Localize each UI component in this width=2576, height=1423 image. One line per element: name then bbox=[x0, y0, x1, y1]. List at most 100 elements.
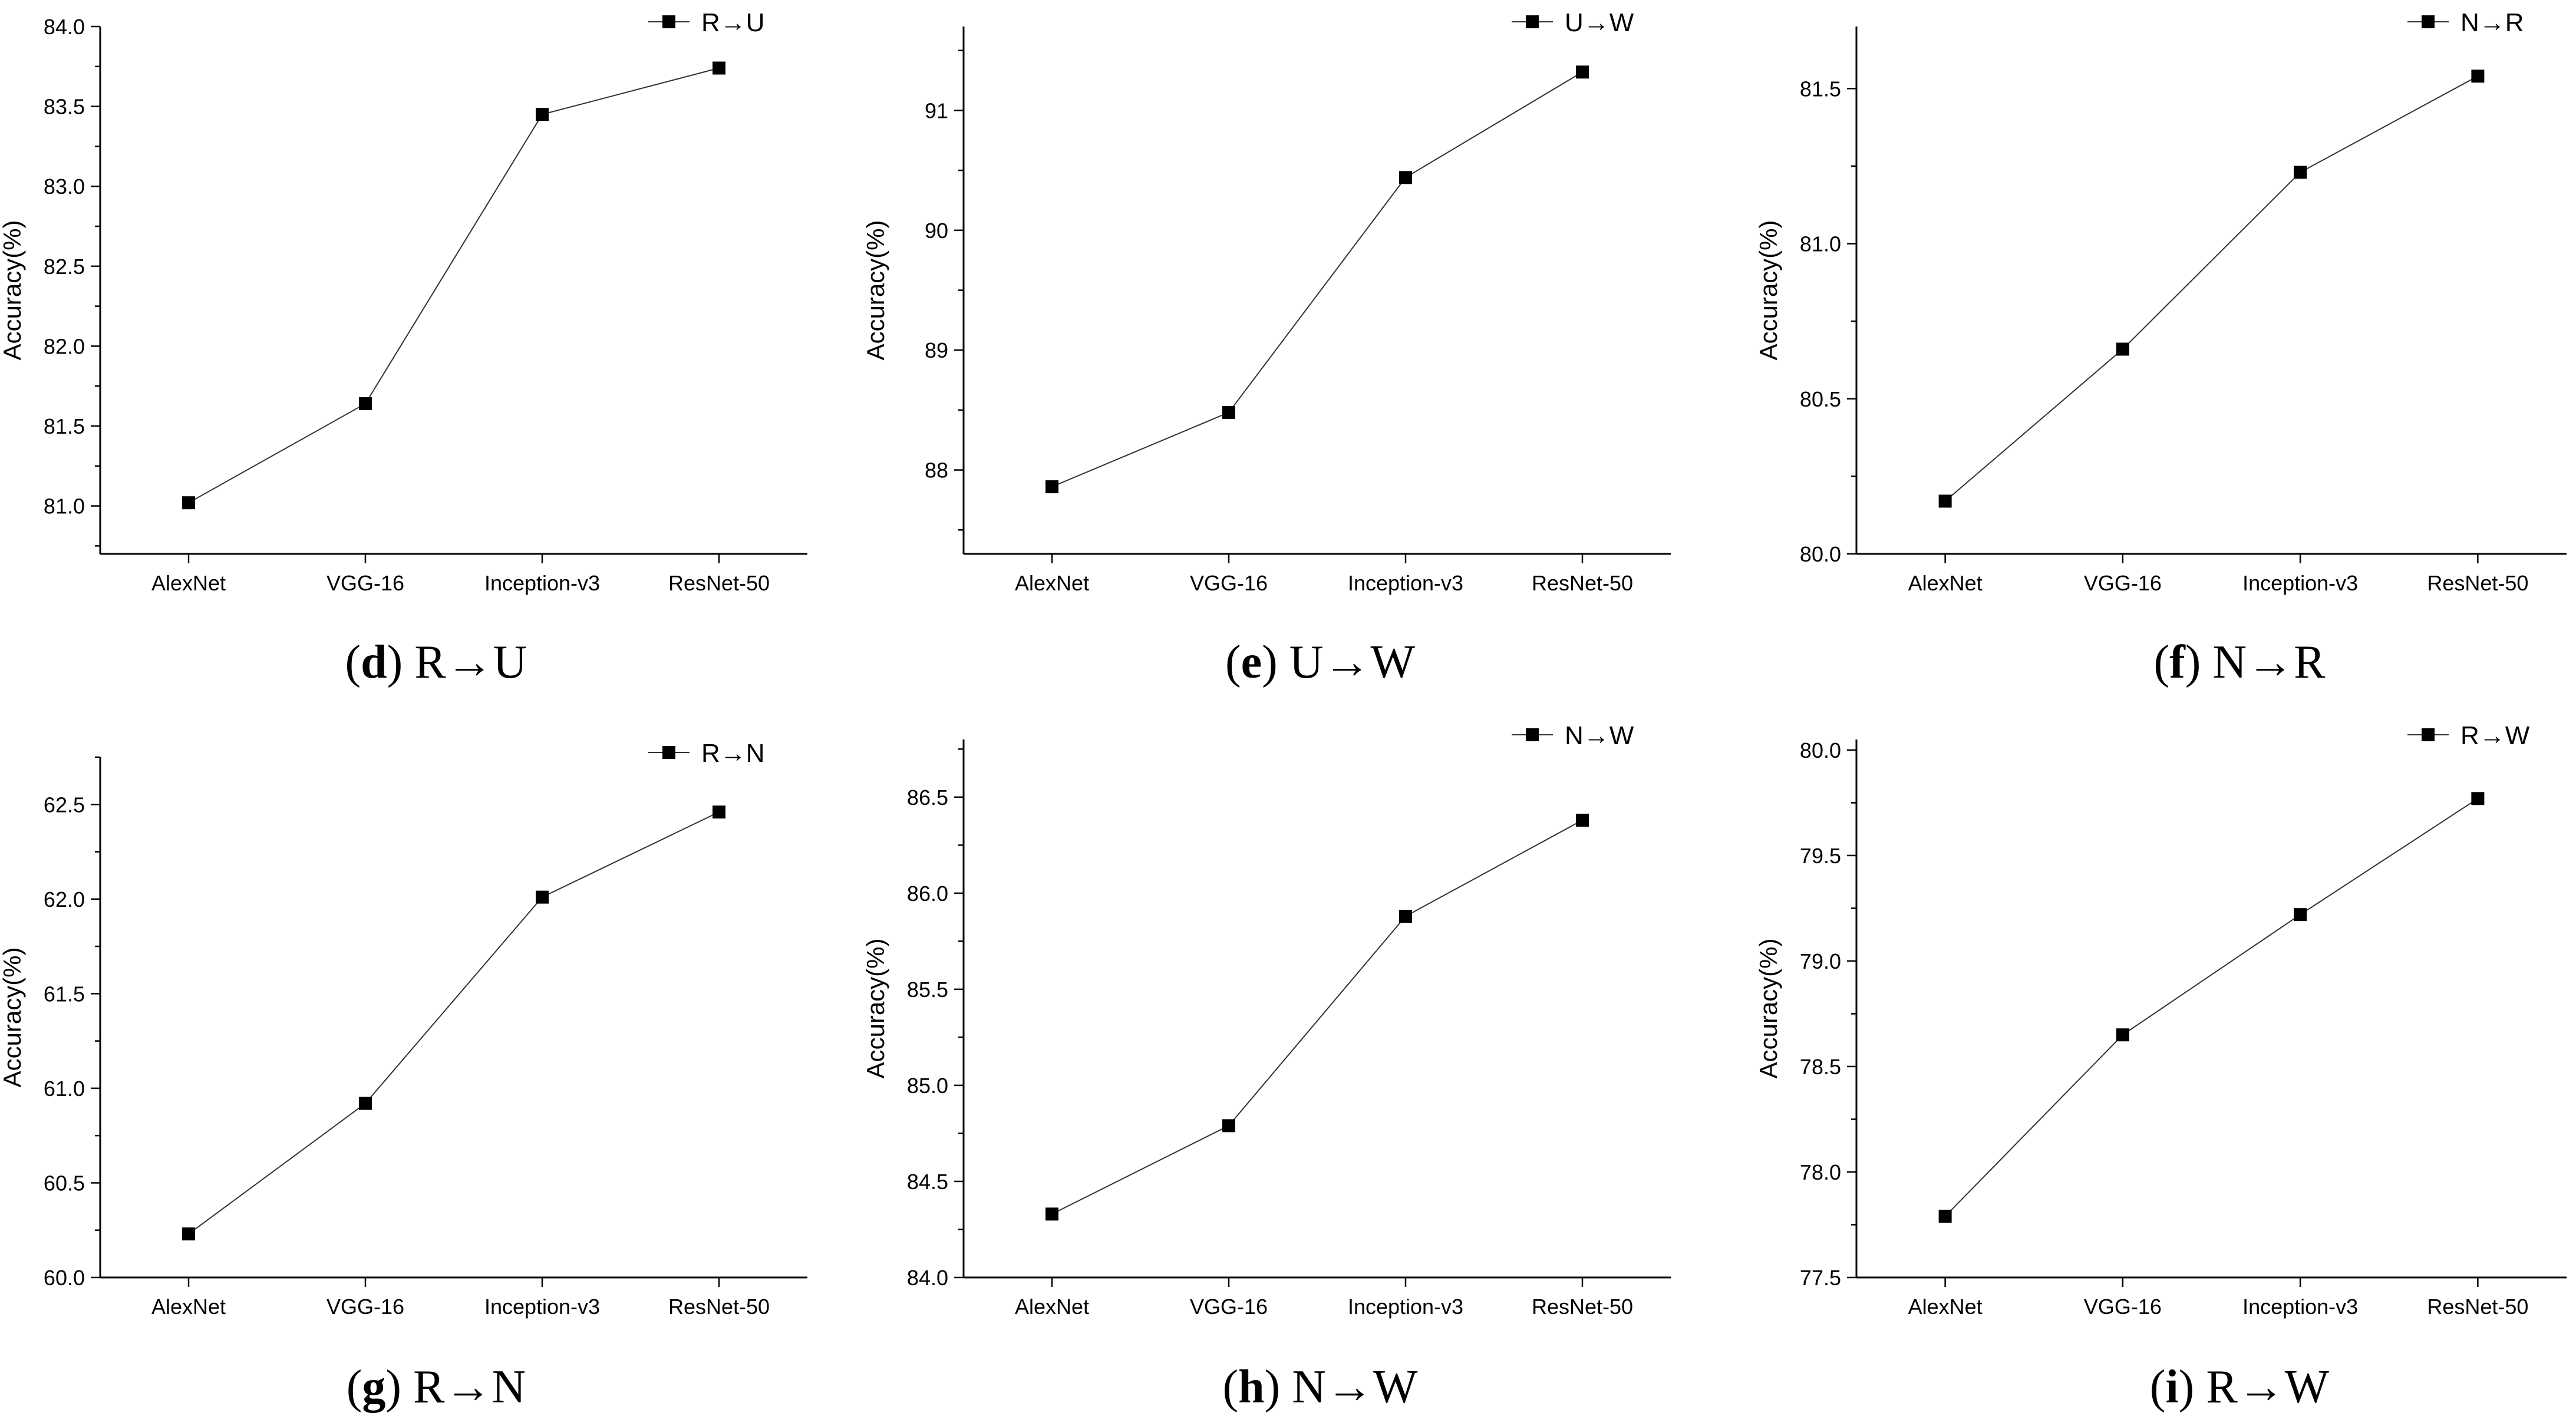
y-tick-label: 81.5 bbox=[1800, 77, 1841, 101]
legend-marker bbox=[1526, 728, 1539, 741]
x-tick-label: VGG-16 bbox=[1190, 1295, 1268, 1319]
x-tick-label: AlexNet bbox=[151, 571, 226, 595]
chart-panel-h: 84.0 84.5 85.0 85.5 86.0 86.5 AlexNet VGG-16 Inc… bbox=[862, 721, 1671, 1413]
data-point bbox=[359, 1097, 372, 1110]
data-point bbox=[2471, 70, 2485, 83]
x-tick-label: ResNet-50 bbox=[668, 571, 770, 595]
legend-marker bbox=[1526, 15, 1539, 28]
panel-caption: (g) R→N bbox=[347, 1361, 526, 1413]
y-tick-label: 86.0 bbox=[907, 881, 948, 906]
y-axis-title: Accuracy(%) bbox=[0, 220, 26, 360]
y-tick-label: 89 bbox=[925, 338, 948, 362]
y-axis-title: Accuracy(%) bbox=[862, 220, 889, 360]
x-tick-label: Inception-v3 bbox=[2242, 1295, 2358, 1319]
y-tick-label: 61.5 bbox=[44, 982, 85, 1006]
data-point bbox=[1222, 405, 1235, 419]
y-tick-label: 78.0 bbox=[1800, 1160, 1841, 1184]
data-point bbox=[2116, 1028, 2129, 1042]
legend-marker bbox=[2422, 728, 2435, 741]
x-tick-label: ResNet-50 bbox=[2427, 1295, 2528, 1319]
y-tick-label: 88 bbox=[925, 458, 948, 483]
x-tick-label: ResNet-50 bbox=[1532, 1295, 1633, 1319]
x-tick-label: VGG-16 bbox=[2084, 1295, 2162, 1319]
panel-caption: (f) N→R bbox=[2153, 636, 2326, 688]
y-tick-label: 83.5 bbox=[44, 95, 85, 119]
y-axis-title: Accuracy(%) bbox=[862, 938, 889, 1078]
data-point bbox=[2471, 792, 2485, 805]
x-tick-label: Inception-v3 bbox=[484, 1295, 600, 1319]
panel-caption: (h) N→W bbox=[1222, 1361, 1418, 1413]
data-point bbox=[182, 1227, 195, 1241]
legend-label: N→W bbox=[1565, 721, 1634, 750]
chart-panel-f: 80.0 80.5 81.0 81.5 AlexNet VGG-16 Inception-v… bbox=[1754, 8, 2567, 688]
data-point bbox=[536, 108, 549, 121]
y-tick-label: 82.0 bbox=[44, 334, 85, 358]
series-line bbox=[1944, 798, 2478, 1217]
data-point bbox=[1399, 909, 1412, 923]
data-point bbox=[1576, 813, 1589, 827]
series-line bbox=[1051, 820, 1583, 1215]
x-tick-label: VGG-16 bbox=[326, 571, 404, 595]
x-tick-label: VGG-16 bbox=[1190, 571, 1268, 595]
y-tick-label: 79.0 bbox=[1800, 949, 1841, 973]
y-axis-title: Accuracy(%) bbox=[1754, 938, 1782, 1078]
panel-caption: (d) R→U bbox=[345, 636, 527, 688]
y-tick-label: 84.0 bbox=[907, 1266, 948, 1290]
legend-label: U→W bbox=[1565, 8, 1634, 37]
y-tick-label: 84.5 bbox=[907, 1170, 948, 1194]
x-tick-label: ResNet-50 bbox=[668, 1295, 770, 1319]
y-tick-label: 62.0 bbox=[44, 887, 85, 912]
series-line bbox=[188, 67, 720, 504]
legend-label: N→R bbox=[2460, 8, 2524, 37]
y-tick-label: 79.5 bbox=[1800, 844, 1841, 868]
x-tick-label: ResNet-50 bbox=[1532, 571, 1633, 595]
y-tick-label: 86.5 bbox=[907, 785, 948, 810]
data-point bbox=[182, 496, 195, 510]
y-tick-label: 81.0 bbox=[1800, 232, 1841, 256]
y-tick-label: 81.5 bbox=[44, 414, 85, 438]
x-tick-label: Inception-v3 bbox=[2242, 571, 2358, 595]
y-tick-label: 80.0 bbox=[1800, 542, 1841, 566]
chart-panel-g: 60.0 60.5 61.0 61.5 62.0 62.5 AlexNet VGG-16 Inc… bbox=[0, 739, 807, 1413]
legend-label: R→W bbox=[2460, 721, 2530, 750]
legend-label: R→N bbox=[701, 739, 765, 768]
y-tick-label: 85.0 bbox=[907, 1074, 948, 1098]
chart-panel-d: 81.0 81.5 82.0 82.5 83.0 83.5 84.0 AlexNet VGG-1… bbox=[0, 8, 807, 688]
data-point bbox=[2116, 342, 2129, 356]
legend-marker bbox=[2422, 15, 2435, 28]
y-tick-label: 85.5 bbox=[907, 978, 948, 1002]
x-tick-label: Inception-v3 bbox=[1348, 571, 1463, 595]
x-tick-label: VGG-16 bbox=[2084, 571, 2162, 595]
y-tick-label: 61.0 bbox=[44, 1077, 85, 1101]
series-line bbox=[188, 811, 720, 1234]
x-tick-label: AlexNet bbox=[1015, 571, 1089, 595]
series-line bbox=[1051, 71, 1583, 488]
x-tick-label: AlexNet bbox=[1908, 571, 1983, 595]
x-tick-label: AlexNet bbox=[1908, 1295, 1983, 1319]
data-point bbox=[359, 397, 372, 411]
data-point bbox=[713, 805, 725, 819]
y-tick-label: 81.0 bbox=[44, 494, 85, 519]
data-point bbox=[1222, 1119, 1235, 1133]
data-point bbox=[1938, 1210, 1952, 1223]
y-tick-label: 84.0 bbox=[44, 15, 85, 39]
y-tick-label: 77.5 bbox=[1800, 1266, 1841, 1290]
data-point bbox=[1576, 65, 1589, 79]
x-tick-label: AlexNet bbox=[1015, 1295, 1089, 1319]
chart-panel-e: 88 89 90 91 AlexNet VGG-16 Inception-v3 ResNet-… bbox=[862, 8, 1671, 688]
x-tick-label: ResNet-50 bbox=[2427, 571, 2528, 595]
series-line bbox=[1944, 75, 2478, 502]
panel-caption: (e) U→W bbox=[1225, 636, 1416, 688]
x-tick-label: VGG-16 bbox=[326, 1295, 404, 1319]
data-point bbox=[713, 61, 725, 75]
y-axis-title: Accuracy(%) bbox=[1754, 220, 1782, 360]
y-tick-label: 62.5 bbox=[44, 793, 85, 817]
data-point bbox=[1045, 1207, 1058, 1221]
legend-label: R→U bbox=[701, 8, 765, 37]
data-point bbox=[2294, 908, 2307, 922]
y-tick-label: 80.0 bbox=[1800, 738, 1841, 762]
data-point bbox=[1045, 480, 1058, 494]
x-tick-label: Inception-v3 bbox=[1348, 1295, 1463, 1319]
x-tick-label: AlexNet bbox=[151, 1295, 226, 1319]
